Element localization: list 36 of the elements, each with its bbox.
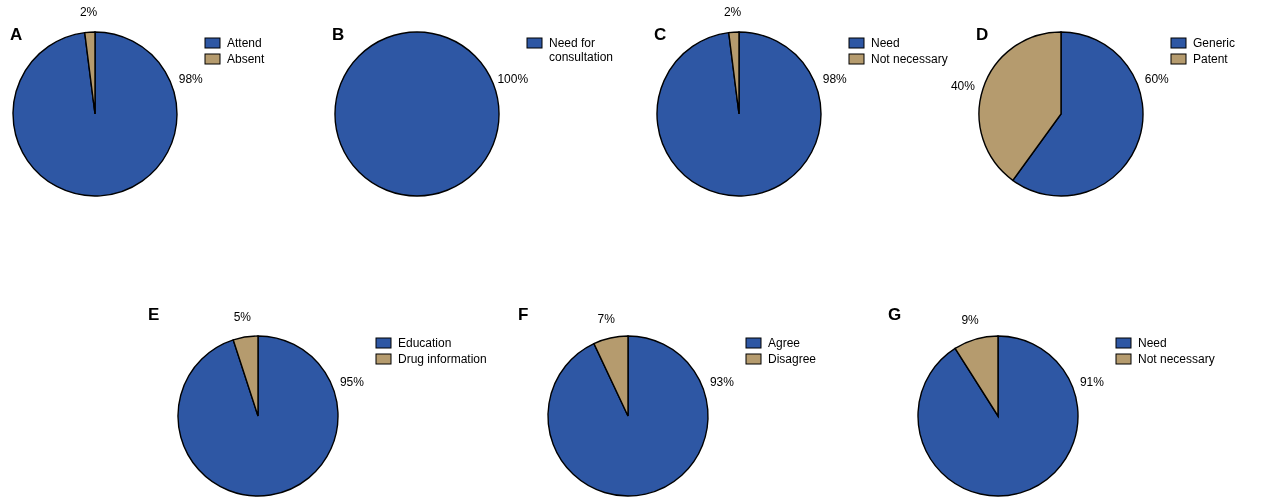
data-label: 98% [822,72,848,87]
data-label: 91% [1079,374,1105,389]
data-label: 2% [723,5,742,20]
legend-label: Not necessary [1138,352,1215,367]
data-label: 98% [178,72,204,87]
legend-label: Education [398,336,452,351]
legend-label: Patent [1193,52,1229,67]
legend-label: Attend [227,36,262,51]
chart-title: B [332,25,345,44]
chart-title: D [976,25,989,44]
data-label: 95% [339,374,365,389]
data-label: 40% [950,79,976,94]
pie-slice [917,335,1079,497]
legend-label: Generic [1193,36,1236,51]
data-label: 2% [79,5,98,20]
text: C [654,25,667,44]
data-label: 100% [497,72,529,87]
legend-label: Drug information [398,352,487,367]
data-label: 9% [961,313,980,328]
chart-title: G [888,305,902,324]
data-label: 5% [233,310,252,325]
legend-label: Not necessary [871,52,948,67]
legend-label: Need [1138,336,1167,351]
data-label: 7% [597,311,616,326]
text: A [10,25,23,44]
legend-label: Need for consultation [549,36,614,64]
chart-title: F [518,305,529,324]
legend-label: Need [871,36,900,51]
data-label: 60% [1144,72,1170,87]
pie-slice [547,335,709,497]
chart-title: E [148,305,160,324]
legend-label: Disagree [768,352,817,367]
legend-label: Agree [768,336,801,351]
legend-label: Absent [227,52,266,67]
data-label: 93% [709,374,735,389]
pie-slice [177,335,339,497]
